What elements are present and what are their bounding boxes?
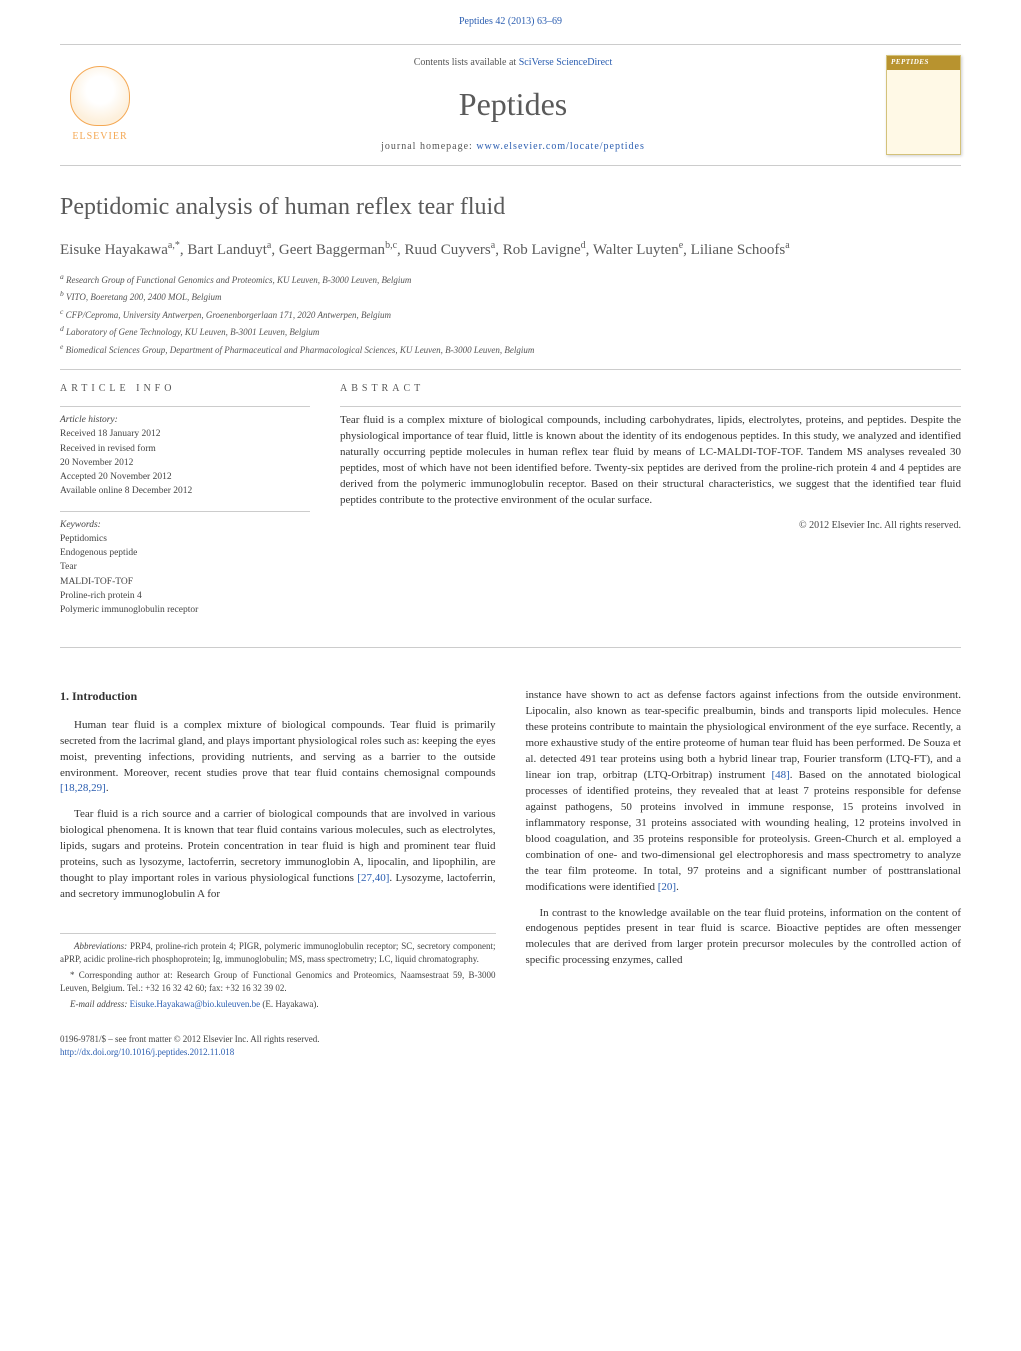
- abstract-text: Tear fluid is a complex mixture of biolo…: [340, 406, 961, 509]
- keywords-block: Keywords: PeptidomicsEndogenous peptideT…: [60, 511, 310, 618]
- journal-banner: ELSEVIER Contents lists available at Sci…: [60, 44, 961, 166]
- footnote-email: E-mail address: Eisuke.Hayakawa@bio.kule…: [60, 998, 496, 1011]
- article-info-label: ARTICLE INFO: [60, 382, 310, 396]
- abbrev-label: Abbreviations:: [74, 941, 127, 951]
- history-line: Received 18 January 2012: [60, 427, 310, 441]
- paragraph: In contrast to the knowledge available o…: [526, 906, 962, 970]
- elsevier-text: ELSEVIER: [72, 130, 127, 144]
- abstract-label: ABSTRACT: [340, 382, 961, 396]
- section-1-title: 1. Introduction: [60, 688, 496, 705]
- body-text: instance have shown to act as defense fa…: [526, 689, 962, 781]
- history-line: Accepted 20 November 2012: [60, 470, 310, 484]
- running-head: Peptides 42 (2013) 63–69: [0, 0, 1021, 34]
- body-text: Human tear fluid is a complex mixture of…: [60, 719, 496, 779]
- homepage-label: journal homepage:: [381, 141, 476, 152]
- column-right: instance have shown to act as defense fa…: [526, 688, 962, 1015]
- info-abstract-row: ARTICLE INFO Article history: Received 1…: [60, 382, 961, 629]
- keyword-line: MALDI-TOF-TOF: [60, 575, 310, 589]
- article-info: ARTICLE INFO Article history: Received 1…: [60, 382, 310, 629]
- affiliations: a Research Group of Functional Genomics …: [60, 271, 961, 358]
- article-main: Peptidomic analysis of human reflex tear…: [0, 191, 1021, 1015]
- ref-link[interactable]: [48]: [771, 769, 789, 781]
- paragraph: Tear fluid is a rich source and a carrie…: [60, 807, 496, 903]
- elsevier-tree-icon: [70, 66, 130, 126]
- homepage-link[interactable]: www.elsevier.com/locate/peptides: [476, 141, 645, 152]
- footnote-abbrev: Abbreviations: PRP4, proline-rich protei…: [60, 940, 496, 965]
- contents-line: Contents lists available at SciVerse Sci…: [160, 56, 866, 70]
- keyword-line: Tear: [60, 560, 310, 574]
- email-label: E-mail address:: [70, 999, 130, 1009]
- journal-cover-thumbnail: PEPTIDES: [886, 55, 961, 155]
- doi-link[interactable]: http://dx.doi.org/10.1016/j.peptides.201…: [60, 1047, 234, 1057]
- email-suffix: (E. Hayakawa).: [260, 999, 318, 1009]
- authors: Eisuke Hayakawaa,*, Bart Landuyta, Geert…: [60, 239, 961, 261]
- history-block: Article history: Received 18 January 201…: [60, 406, 310, 499]
- article-title: Peptidomic analysis of human reflex tear…: [60, 191, 961, 225]
- affiliation-line: e Biomedical Sciences Group, Department …: [60, 341, 961, 358]
- keyword-line: Endogenous peptide: [60, 546, 310, 560]
- body-text: . Based on the annotated biological proc…: [526, 769, 962, 893]
- body-columns: 1. Introduction Human tear fluid is a co…: [60, 688, 961, 1015]
- divider: [60, 647, 961, 648]
- history-line: Received in revised form: [60, 442, 310, 456]
- footer-copyright: 0196-9781/$ – see front matter © 2012 El…: [60, 1033, 961, 1046]
- history-line: 20 November 2012: [60, 456, 310, 470]
- divider: [60, 369, 961, 370]
- banner-center: Contents lists available at SciVerse Sci…: [160, 56, 866, 155]
- ref-link[interactable]: [27,40]: [357, 872, 389, 884]
- body-text: .: [106, 782, 109, 794]
- keyword-line: Proline-rich protein 4: [60, 589, 310, 603]
- cover-title: PEPTIDES: [891, 58, 929, 68]
- affiliation-line: a Research Group of Functional Genomics …: [60, 271, 961, 288]
- paragraph: instance have shown to act as defense fa…: [526, 688, 962, 895]
- footer: 0196-9781/$ – see front matter © 2012 El…: [0, 1033, 1021, 1088]
- keyword-line: Polymeric immunoglobulin receptor: [60, 603, 310, 617]
- column-left: 1. Introduction Human tear fluid is a co…: [60, 688, 496, 1015]
- elsevier-logo: ELSEVIER: [60, 60, 140, 150]
- abstract-copyright: © 2012 Elsevier Inc. All rights reserved…: [340, 519, 961, 533]
- body-text: .: [676, 881, 679, 893]
- affiliation-line: d Laboratory of Gene Technology, KU Leuv…: [60, 323, 961, 340]
- history-label: Article history:: [60, 413, 310, 427]
- journal-name: Peptides: [160, 82, 866, 127]
- footnote-corresponding: * Corresponding author at: Research Grou…: [60, 969, 496, 994]
- footnotes: Abbreviations: PRP4, proline-rich protei…: [60, 933, 496, 1011]
- ref-link[interactable]: [18,28,29]: [60, 782, 106, 794]
- homepage-line: journal homepage: www.elsevier.com/locat…: [160, 140, 866, 154]
- history-line: Available online 8 December 2012: [60, 484, 310, 498]
- keywords-label: Keywords:: [60, 518, 310, 532]
- affiliation-line: b VITO, Boeretang 200, 2400 MOL, Belgium: [60, 288, 961, 305]
- contents-prefix: Contents lists available at: [414, 57, 519, 68]
- abstract-block: ABSTRACT Tear fluid is a complex mixture…: [340, 382, 961, 629]
- ref-link[interactable]: [20]: [658, 881, 676, 893]
- citation-link[interactable]: Peptides 42 (2013) 63–69: [459, 16, 562, 27]
- affiliation-line: c CFP/Ceproma, University Antwerpen, Gro…: [60, 306, 961, 323]
- email-link[interactable]: Eisuke.Hayakawa@bio.kuleuven.be: [130, 999, 261, 1009]
- keyword-line: Peptidomics: [60, 532, 310, 546]
- sciencedirect-link[interactable]: SciVerse ScienceDirect: [519, 57, 613, 68]
- paragraph: Human tear fluid is a complex mixture of…: [60, 718, 496, 798]
